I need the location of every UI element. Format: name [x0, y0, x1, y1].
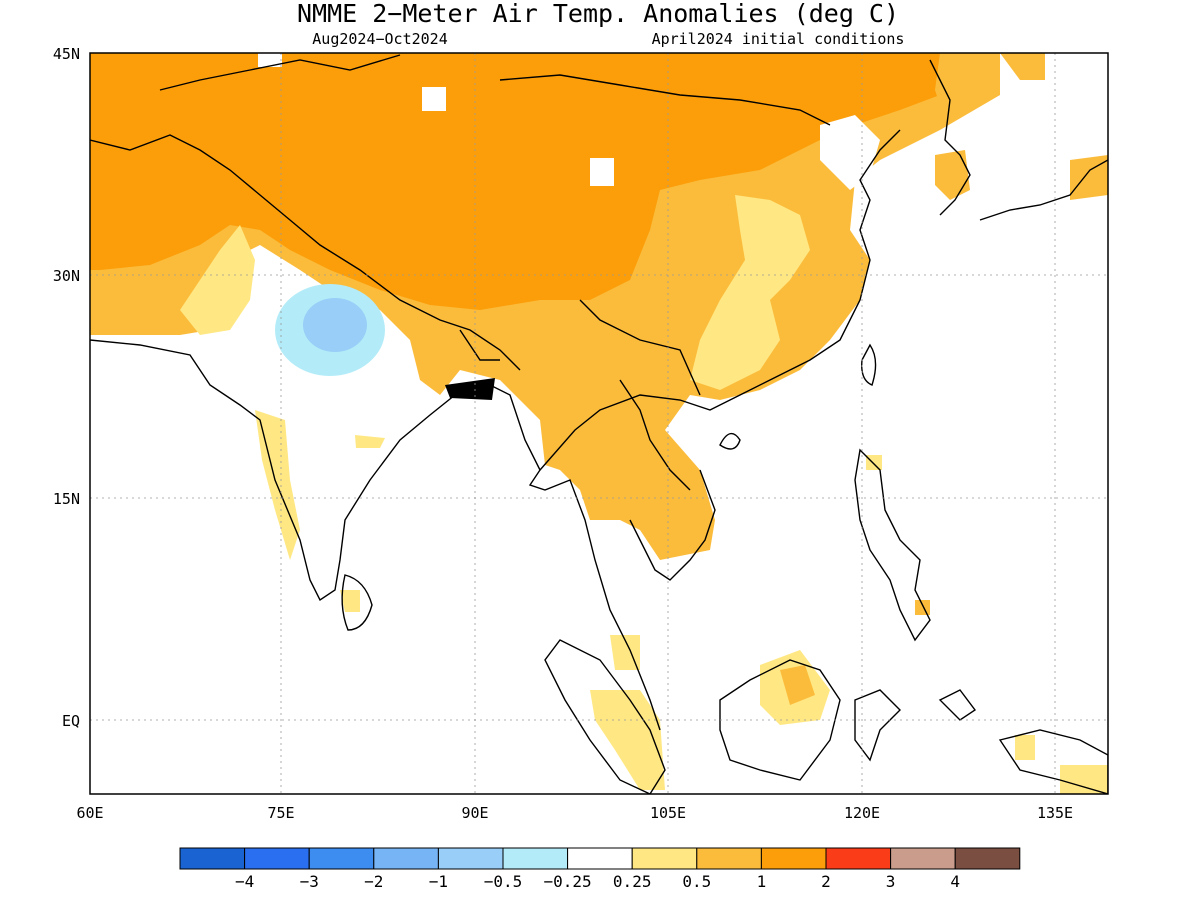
lon-tick-label: 105E [650, 804, 686, 822]
colorbar-swatch [567, 847, 633, 870]
colorbar-label: 2 [821, 872, 831, 891]
lon-tick-label: 75E [267, 804, 294, 822]
lat-axis: 45N 30N 15N EQ [53, 45, 80, 730]
lat-tick-label: 45N [53, 45, 80, 63]
lat-tick-label: EQ [62, 712, 80, 730]
gridlines [90, 53, 1108, 794]
colorbar-swatch [696, 847, 762, 870]
colorbar-label: 3 [886, 872, 896, 891]
lon-tick-label: 120E [844, 804, 880, 822]
colorbar-swatch [760, 847, 827, 870]
lat-tick-label: 15N [53, 490, 80, 508]
anomaly-field [90, 53, 1108, 794]
colorbar-label: −1 [429, 872, 448, 891]
colorbar: −4 −3 −2 −1 −0.5 −0.25 0.25 0.5 1 2 3 4 [179, 847, 1021, 891]
colorbar-label: −2 [364, 872, 383, 891]
colorbar-swatch [244, 847, 310, 870]
colorbar-swatch [825, 847, 892, 870]
colorbar-swatch [437, 847, 504, 870]
anomaly-region-1-2 [90, 53, 1000, 310]
colorbar-label: −3 [300, 872, 319, 891]
anomaly-region-0.25-0.5-china [690, 195, 810, 390]
anomaly-region-0.25-0.5-pakistan [180, 225, 255, 335]
colorbar-label: −0.25 [544, 872, 592, 891]
plot-frame [89, 52, 1109, 795]
colorbar-swatch [308, 847, 375, 870]
colorbar-swatch [631, 847, 698, 870]
colorbar-label: 4 [950, 872, 960, 891]
anomaly-region-cool-0.5-1 [303, 298, 367, 352]
coastlines [90, 54, 1108, 794]
colorbar-swatch [179, 847, 246, 870]
colorbar-swatch [954, 847, 1021, 870]
colorbar-swatch [373, 847, 439, 870]
lon-tick-label: 60E [76, 804, 103, 822]
initial-conditions: April2024 initial conditions [652, 30, 905, 48]
colorbar-swatch [502, 847, 569, 870]
colorbar-label: −0.5 [484, 872, 523, 891]
colorbar-label: −4 [235, 872, 254, 891]
forecast-period: Aug2024−Oct2024 [312, 30, 447, 48]
lon-tick-label: 135E [1037, 804, 1073, 822]
colorbar-label: 0.25 [613, 872, 652, 891]
lon-tick-label: 90E [461, 804, 488, 822]
colorbar-label: 0.5 [682, 872, 711, 891]
map-title: NMME 2−Meter Air Temp. Anomalies (deg C) [297, 0, 899, 28]
colorbar-swatch [890, 847, 956, 870]
lat-tick-label: 30N [53, 267, 80, 285]
colorbar-label: 1 [757, 872, 767, 891]
lon-axis: 60E 75E 90E 105E 120E 135E [76, 804, 1073, 822]
